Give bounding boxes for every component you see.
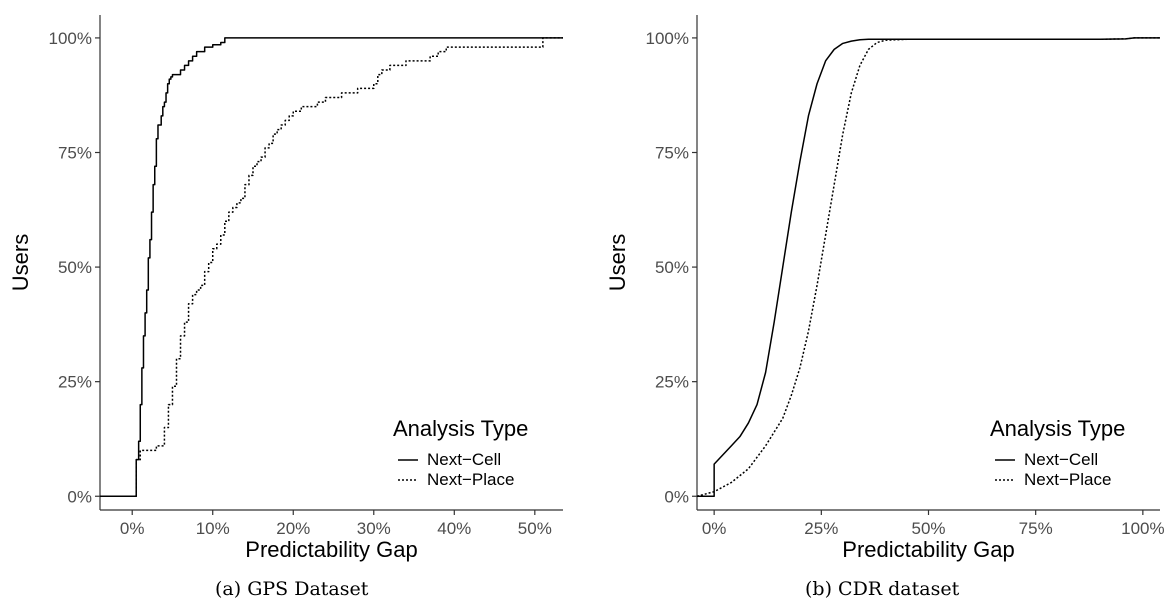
cdr-series-next-cell-line	[697, 37, 1160, 497]
cdr-legend-label-0: Next−Cell	[1024, 450, 1098, 469]
gps-y-tick-label: 25%	[58, 373, 92, 392]
cdr-legend-label-1: Next−Place	[1024, 470, 1111, 489]
gps-y-tick-label: 0%	[67, 487, 92, 506]
gps-legend-label-0: Next−Cell	[427, 450, 501, 469]
cdr-x-tick-label: 100%	[1121, 519, 1164, 538]
cdr-y-tick-label: 25%	[655, 373, 689, 392]
gps-x-tick-label: 50%	[518, 519, 552, 538]
gps-x-tick-label: 0%	[120, 519, 145, 538]
cdr-y-tick-label: 0%	[664, 487, 689, 506]
gps-x-tick-label: 40%	[437, 519, 471, 538]
gps-x-tick-label: 30%	[357, 519, 391, 538]
gps-legend-label-1: Next−Place	[427, 470, 514, 489]
gps-y-tick-label: 50%	[58, 258, 92, 277]
cdr-x-tick-label: 0%	[702, 519, 727, 538]
gps-series-next-cell-line	[100, 37, 563, 497]
cdr-panel: 0% 25% 50% 75% 100% 0% 25% 50% 75% 100% Predictabi…	[605, 15, 1165, 562]
cdr-x-tick-label: 75%	[1019, 519, 1053, 538]
gps-x-tick-label: 10%	[196, 519, 230, 538]
gps-x-tick-label: 20%	[276, 519, 310, 538]
cdr-y-tick-label: 100%	[646, 29, 689, 48]
caption-cdr: (b) CDR dataset	[805, 578, 960, 600]
gps-x-axis-title: Predictability Gap	[245, 537, 417, 562]
cdr-y-axis-title: Users	[605, 234, 630, 291]
gps-panel: 0% 25% 50% 75% 100% 0% 10% 20% 30% 40% 50% Predicta…	[8, 15, 563, 562]
cdr-x-tick-label: 50%	[911, 519, 945, 538]
gps-y-axis-title: Users	[8, 234, 33, 291]
cdr-x-tick-label: 25%	[804, 519, 838, 538]
gps-y-tick-label: 75%	[58, 144, 92, 163]
cdr-y-tick-label: 75%	[655, 144, 689, 163]
cdr-y-tick-label: 50%	[655, 258, 689, 277]
cdr-series-next-place-line	[696, 37, 1160, 497]
cdr-legend-title: Analysis Type	[990, 416, 1125, 441]
cdr-x-axis-title: Predictability Gap	[842, 537, 1014, 562]
caption-gps: (a) GPS Dataset	[215, 578, 369, 600]
gps-y-tick-label: 100%	[49, 29, 92, 48]
gps-legend-title: Analysis Type	[393, 416, 528, 441]
gps-series-next-place-line	[100, 37, 563, 497]
